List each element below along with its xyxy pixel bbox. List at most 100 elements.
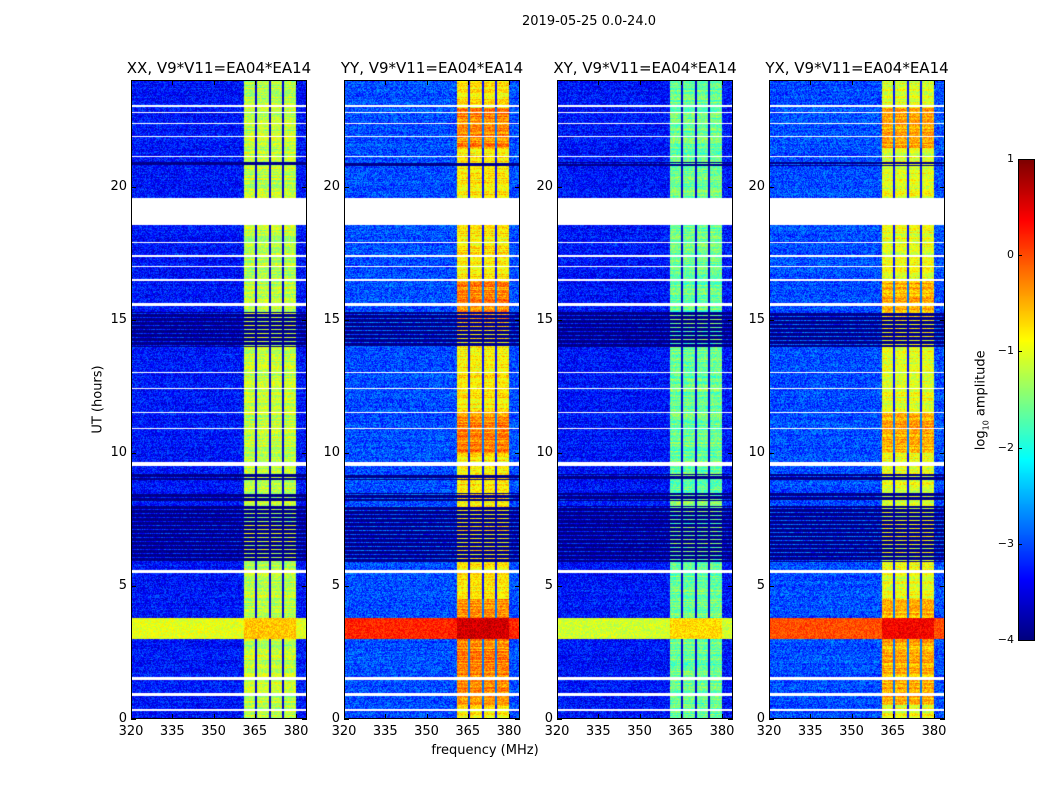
colorbar-tick-mark bbox=[1018, 351, 1022, 353]
colorbar-tick-label: −1 bbox=[997, 344, 1014, 358]
x-tick-label: 335 bbox=[159, 724, 185, 739]
heatmap-cells bbox=[345, 81, 519, 718]
colorbar-tick-mark bbox=[1018, 543, 1022, 545]
y-tick-label: 0 bbox=[118, 711, 127, 726]
x-tick-mark bbox=[254, 714, 256, 719]
x-tick-mark bbox=[680, 714, 682, 719]
y-tick-mark bbox=[344, 452, 349, 454]
y-tick-label: 10 bbox=[748, 444, 765, 460]
y-tick-mark bbox=[940, 319, 945, 321]
y-tick-mark bbox=[728, 319, 733, 321]
heatmap-panel bbox=[344, 80, 520, 719]
y-tick-mark bbox=[344, 319, 349, 321]
colorbar-tick-mark bbox=[1018, 447, 1022, 449]
x-tick-label: 380 bbox=[496, 724, 522, 739]
x-tick-mark bbox=[557, 80, 558, 85]
x-tick-label: 335 bbox=[372, 724, 398, 739]
x-tick-label: 320 bbox=[544, 724, 570, 739]
colorbar-tick-mark bbox=[1018, 159, 1022, 160]
x-tick-mark bbox=[172, 714, 174, 719]
x-tick-label: 335 bbox=[797, 724, 823, 739]
y-tick-mark bbox=[344, 585, 349, 587]
x-tick-mark bbox=[934, 80, 935, 85]
y-tick-mark bbox=[302, 186, 307, 188]
x-tick-mark bbox=[426, 714, 428, 719]
y-tick-mark bbox=[557, 719, 562, 720]
x-tick-mark bbox=[213, 80, 215, 85]
x-tick-mark bbox=[172, 80, 174, 85]
colorbar-tick-label: 1 bbox=[1007, 152, 1014, 165]
y-tick-label: 0 bbox=[331, 711, 340, 726]
y-tick-mark bbox=[131, 186, 136, 188]
y-tick-mark bbox=[302, 319, 307, 321]
x-tick-mark bbox=[131, 80, 132, 85]
x-tick-mark bbox=[344, 714, 345, 719]
y-tick-label: 10 bbox=[536, 444, 553, 460]
x-tick-mark bbox=[213, 714, 215, 719]
y-tick-mark bbox=[344, 719, 349, 720]
heatmap-cells bbox=[558, 81, 732, 718]
x-tick-mark bbox=[769, 714, 770, 719]
colorbar-label-rest: amplitude bbox=[973, 350, 989, 421]
y-tick-mark bbox=[131, 585, 136, 587]
x-tick-label: 365 bbox=[455, 724, 481, 739]
x-tick-mark bbox=[467, 714, 469, 719]
figure-title: 2019-05-25 0.0-24.0 bbox=[522, 14, 656, 29]
x-tick-mark bbox=[851, 714, 853, 719]
y-tick-label: 5 bbox=[118, 577, 127, 593]
x-axis-label: frequency (MHz) bbox=[431, 743, 539, 758]
x-tick-mark bbox=[467, 80, 469, 85]
y-tick-mark bbox=[557, 319, 562, 321]
colorbar-label-sub: 10 bbox=[981, 420, 991, 431]
colorbar bbox=[1018, 159, 1035, 641]
y-tick-label: 20 bbox=[748, 178, 765, 194]
heatmap-cells bbox=[132, 81, 306, 718]
y-tick-mark bbox=[940, 585, 945, 587]
x-tick-mark bbox=[810, 714, 812, 719]
y-tick-mark bbox=[557, 186, 562, 188]
y-tick-mark bbox=[940, 719, 945, 720]
x-tick-mark bbox=[722, 714, 723, 719]
x-tick-label: 320 bbox=[756, 724, 782, 739]
y-tick-mark bbox=[940, 186, 945, 188]
y-tick-label: 15 bbox=[748, 311, 765, 327]
y-tick-label: 0 bbox=[544, 711, 553, 726]
x-tick-mark bbox=[131, 714, 132, 719]
y-tick-mark bbox=[131, 319, 136, 321]
colorbar-tick-mark bbox=[1018, 255, 1022, 257]
y-tick-label: 10 bbox=[110, 444, 127, 460]
y-tick-mark bbox=[728, 719, 733, 720]
y-tick-mark bbox=[769, 452, 774, 454]
y-tick-label: 10 bbox=[323, 444, 340, 460]
x-tick-mark bbox=[426, 80, 428, 85]
y-tick-mark bbox=[515, 452, 520, 454]
x-tick-label: 350 bbox=[414, 724, 439, 739]
y-tick-mark bbox=[302, 452, 307, 454]
y-tick-mark bbox=[515, 585, 520, 587]
y-tick-mark bbox=[769, 719, 774, 720]
y-tick-label: 5 bbox=[544, 577, 553, 593]
y-tick-mark bbox=[728, 452, 733, 454]
y-tick-label: 20 bbox=[536, 178, 553, 194]
x-tick-mark bbox=[385, 80, 387, 85]
x-tick-mark bbox=[639, 714, 641, 719]
y-tick-mark bbox=[769, 585, 774, 587]
y-tick-mark bbox=[728, 585, 733, 587]
x-tick-label: 350 bbox=[627, 724, 652, 739]
y-tick-label: 20 bbox=[323, 178, 340, 194]
y-tick-label: 5 bbox=[756, 577, 765, 593]
x-tick-mark bbox=[598, 80, 600, 85]
x-tick-label: 320 bbox=[331, 724, 357, 739]
y-axis-label: UT (hours) bbox=[90, 365, 106, 434]
x-tick-label: 380 bbox=[709, 724, 735, 739]
x-tick-label: 365 bbox=[880, 724, 906, 739]
x-tick-label: 365 bbox=[668, 724, 694, 739]
x-tick-mark bbox=[810, 80, 812, 85]
x-tick-mark bbox=[296, 714, 297, 719]
colorbar-tick-label: −2 bbox=[997, 440, 1014, 454]
x-tick-mark bbox=[296, 80, 297, 85]
y-tick-mark bbox=[769, 319, 774, 321]
x-tick-label: 335 bbox=[585, 724, 611, 739]
y-tick-mark bbox=[557, 585, 562, 587]
